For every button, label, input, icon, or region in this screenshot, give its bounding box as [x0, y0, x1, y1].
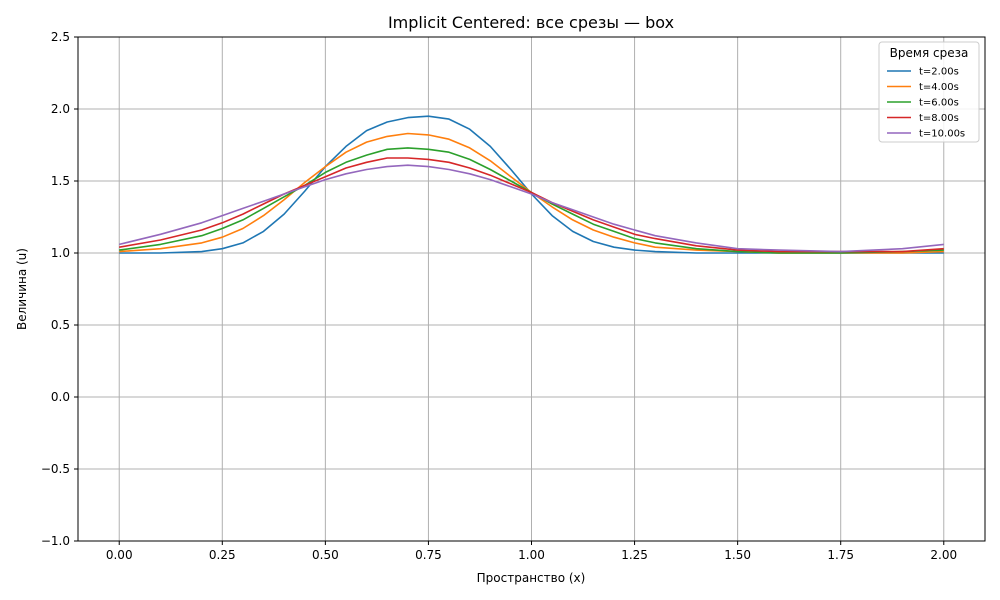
legend-title: Время среза: [890, 46, 969, 60]
legend-label-2: t=4.00s: [919, 82, 959, 93]
y-axis-label: Величина (u): [15, 248, 29, 330]
y-axis-ticks: −1.0 −0.5 0.0 0.5 1.0 1.5 2.0 2.5: [41, 30, 78, 548]
series-line-4: [119, 157, 944, 253]
legend-items: t=2.00s t=4.00s t=6.00s t=8.00s t=10.00s: [887, 67, 965, 140]
legend-label-5: t=10.00s: [919, 129, 965, 140]
y-tick-label: 0.0: [51, 390, 70, 404]
x-tick-label: 2.00: [930, 548, 957, 562]
x-tick-label: 0.00: [106, 548, 133, 562]
y-tick-label: 2.5: [51, 30, 70, 44]
y-tick-label: 1.5: [51, 174, 70, 188]
y-tick-label: −0.5: [41, 462, 70, 476]
y-tick-label: 0.5: [51, 318, 70, 332]
legend-label-4: t=8.00s: [919, 113, 959, 124]
y-tick-label: 1.0: [51, 246, 70, 260]
series-line-3: [119, 147, 944, 254]
x-tick-label: 1.75: [827, 548, 854, 562]
series-line-5: [119, 164, 944, 253]
legend-label-3: t=6.00s: [919, 98, 959, 109]
series-line-1: [119, 115, 944, 254]
series-group: [119, 115, 944, 254]
series-line-2: [119, 132, 944, 254]
legend-label-1: t=2.00s: [919, 67, 959, 78]
x-tick-label: 0.75: [415, 548, 442, 562]
y-tick-label: −1.0: [41, 534, 70, 548]
x-tick-label: 1.25: [621, 548, 648, 562]
x-tick-label: 1.00: [518, 548, 545, 562]
legend: Время среза t=2.00s t=4.00s t=6.00s t=8.00s…: [878, 41, 980, 143]
x-tick-label: 0.50: [312, 548, 339, 562]
chart-title: Implicit Centered: все срезы — box: [388, 13, 674, 32]
x-tick-label: 0.25: [209, 548, 236, 562]
x-axis-label: Пространство (x): [477, 571, 586, 585]
x-axis-ticks: 0.00 0.25 0.50 0.75 1.00 1.25 1.50 1.75 2.00: [106, 541, 957, 562]
y-tick-label: 2.0: [51, 102, 70, 116]
x-tick-label: 1.50: [724, 548, 751, 562]
